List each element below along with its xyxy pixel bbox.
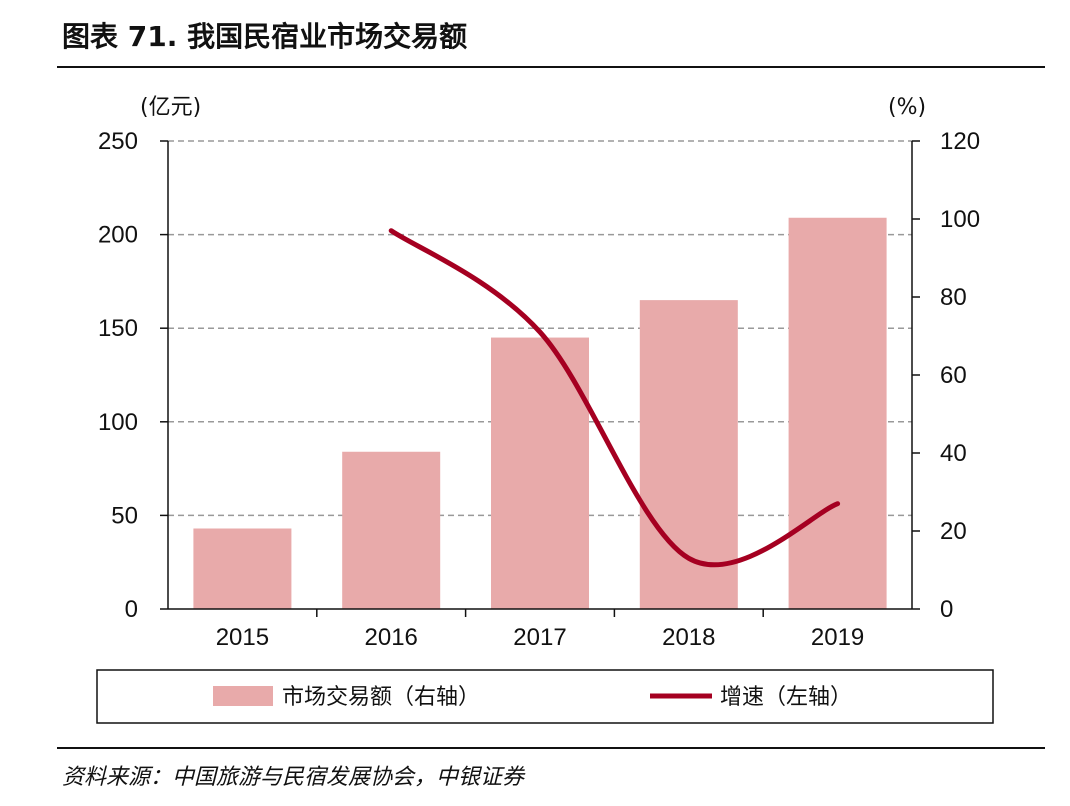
growth-line [388, 228, 841, 568]
axes [160, 140, 920, 617]
growth-line-path [388, 228, 841, 568]
bar-2019 [788, 217, 887, 609]
left-tick-label: 0 [125, 596, 138, 623]
left-tick-label: 150 [98, 315, 138, 342]
left-axis-unit: (亿元) [140, 95, 201, 120]
source-note: 资料来源：中国旅游与民宿发展协会，中银证券 [62, 765, 526, 790]
tick-labels: 0 50 100 150 200 250 0 20 40 60 80 100 120 2015 2016 20… [98, 128, 980, 651]
right-tick-label: 120 [940, 128, 980, 155]
right-tick-label: 0 [940, 596, 953, 623]
left-tick-label: 50 [111, 502, 138, 529]
x-tick-label: 2019 [811, 624, 864, 651]
right-tick-label: 40 [940, 440, 967, 467]
chart-title: 图表 71. 我国民宿业市场交易额 [62, 20, 467, 53]
left-tick-label: 200 [98, 222, 138, 249]
x-tick-label: 2018 [662, 624, 715, 651]
left-tick-label: 100 [98, 409, 138, 436]
right-axis-unit: (%) [888, 95, 926, 120]
x-tick-label: 2017 [513, 624, 566, 651]
right-tick-label: 60 [940, 362, 967, 389]
bar-2016 [342, 451, 441, 609]
right-tick-label: 100 [940, 206, 980, 233]
legend-line-label: 增速（左轴） [720, 685, 852, 710]
legend-box [96, 669, 994, 724]
legend-bar-label: 市场交易额（右轴） [282, 685, 480, 710]
bars [193, 217, 887, 609]
right-tick-label: 20 [940, 518, 967, 545]
x-tick-label: 2016 [365, 624, 418, 651]
legend-bar-swatch [213, 686, 273, 706]
right-tick-label: 80 [940, 284, 967, 311]
x-tick-label: 2015 [216, 624, 269, 651]
bar-2015 [193, 528, 292, 609]
left-tick-label: 250 [98, 128, 138, 155]
